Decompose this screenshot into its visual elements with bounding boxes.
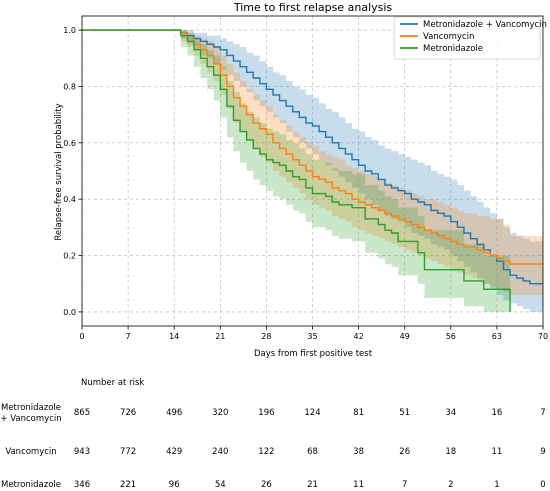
risk-value-1-9: 11 — [491, 447, 502, 457]
risk-value-1-10: 9 — [540, 447, 545, 457]
risk-table-title: Number at risk — [81, 378, 144, 388]
x-tick-label-7: 49 — [400, 332, 410, 341]
y-tick-label-2: 0.4 — [63, 195, 76, 204]
y-tick-label-3: 0.6 — [63, 139, 76, 148]
x-tick-label-8: 56 — [446, 332, 456, 341]
risk-value-1-4: 122 — [258, 447, 274, 457]
risk-value-1-3: 240 — [212, 447, 228, 457]
survival-line-0 — [82, 29, 543, 285]
risk-row-label-2-0: Metronidazole — [1, 480, 61, 490]
risk-value-0-8: 34 — [445, 408, 456, 418]
risk-value-2-1: 221 — [120, 480, 136, 490]
risk-value-2-0: 346 — [74, 480, 90, 490]
risk-value-2-9: 1 — [494, 480, 499, 490]
risk-value-2-10: 0 — [540, 480, 545, 490]
x-tick-label-5: 35 — [307, 332, 317, 341]
risk-row-label-0-1: + Vancomycin — [0, 414, 61, 424]
risk-value-1-7: 26 — [399, 447, 410, 457]
x-tick-label-4: 28 — [261, 332, 271, 341]
risk-value-2-3: 54 — [215, 480, 226, 490]
risk-value-2-8: 2 — [448, 480, 453, 490]
x-axis-ticks: 0 7 14 21 28 35 42 49 56 63 70 — [79, 326, 548, 341]
x-tick-label-10: 70 — [538, 332, 548, 341]
survival-curves — [82, 29, 543, 312]
x-tick-label-9: 63 — [492, 332, 502, 341]
risk-value-1-5: 68 — [307, 447, 318, 457]
y-tick-label-1: 0.2 — [63, 252, 76, 261]
risk-value-0-5: 124 — [304, 408, 320, 418]
risk-row-label-1-0: Vancomycin — [5, 447, 56, 457]
x-tick-label-2: 14 — [169, 332, 179, 341]
risk-value-2-2: 96 — [169, 480, 180, 490]
y-tick-label-4: 0.8 — [63, 82, 76, 91]
x-tick-label-6: 42 — [354, 332, 364, 341]
legend: Metronidazole + Vancomycin Vancomycin Metr… — [393, 16, 547, 60]
risk-value-1-6: 38 — [353, 447, 364, 457]
risk-row-label-0-0: Metronidazole — [1, 403, 61, 413]
chart-title: Time to first relapse analysis — [233, 1, 393, 14]
risk-value-0-2: 496 — [166, 408, 182, 418]
legend-label-0: Metronidazole + Vancomycin — [423, 20, 547, 30]
y-tick-label-0: 0.0 — [63, 308, 76, 317]
legend-box — [393, 16, 541, 60]
y-axis-title: Relapse-free survival probability — [54, 103, 64, 240]
x-tick-label-1: 7 — [126, 332, 131, 341]
x-tick-label-0: 0 — [79, 332, 84, 341]
risk-value-0-6: 81 — [353, 408, 364, 418]
y-tick-label-5: 1.0 — [63, 26, 76, 35]
risk-value-1-8: 18 — [445, 447, 456, 457]
x-axis-title: Days from first positive test — [254, 349, 373, 359]
legend-label-1: Vancomycin — [423, 32, 474, 42]
risk-value-0-3: 320 — [212, 408, 228, 418]
survival-line-1 — [82, 29, 543, 265]
grid — [81, 16, 544, 326]
legend-label-2: Metronidazole — [423, 44, 483, 54]
risk-value-2-6: 11 — [353, 480, 364, 490]
x-tick-label-3: 21 — [215, 332, 225, 341]
survival-line-2 — [82, 29, 511, 312]
risk-value-0-10: 7 — [540, 408, 545, 418]
risk-value-2-7: 7 — [402, 480, 407, 490]
risk-value-0-9: 16 — [491, 408, 502, 418]
risk-value-0-4: 196 — [258, 408, 274, 418]
risk-value-1-0: 943 — [74, 447, 90, 457]
risk-value-2-5: 21 — [307, 480, 318, 490]
risk-value-0-1: 726 — [120, 408, 136, 418]
risk-value-2-4: 26 — [261, 480, 272, 490]
risk-value-1-1: 772 — [120, 447, 136, 457]
ci-band-0 — [82, 30, 543, 312]
risk-value-1-2: 429 — [166, 447, 182, 457]
ci-band-1 — [82, 30, 543, 296]
risk-value-0-7: 51 — [399, 408, 410, 418]
y-axis-ticks: 0.0 0.2 0.4 0.6 0.8 1.0 — [63, 26, 82, 317]
risk-value-0-0: 865 — [74, 408, 90, 418]
